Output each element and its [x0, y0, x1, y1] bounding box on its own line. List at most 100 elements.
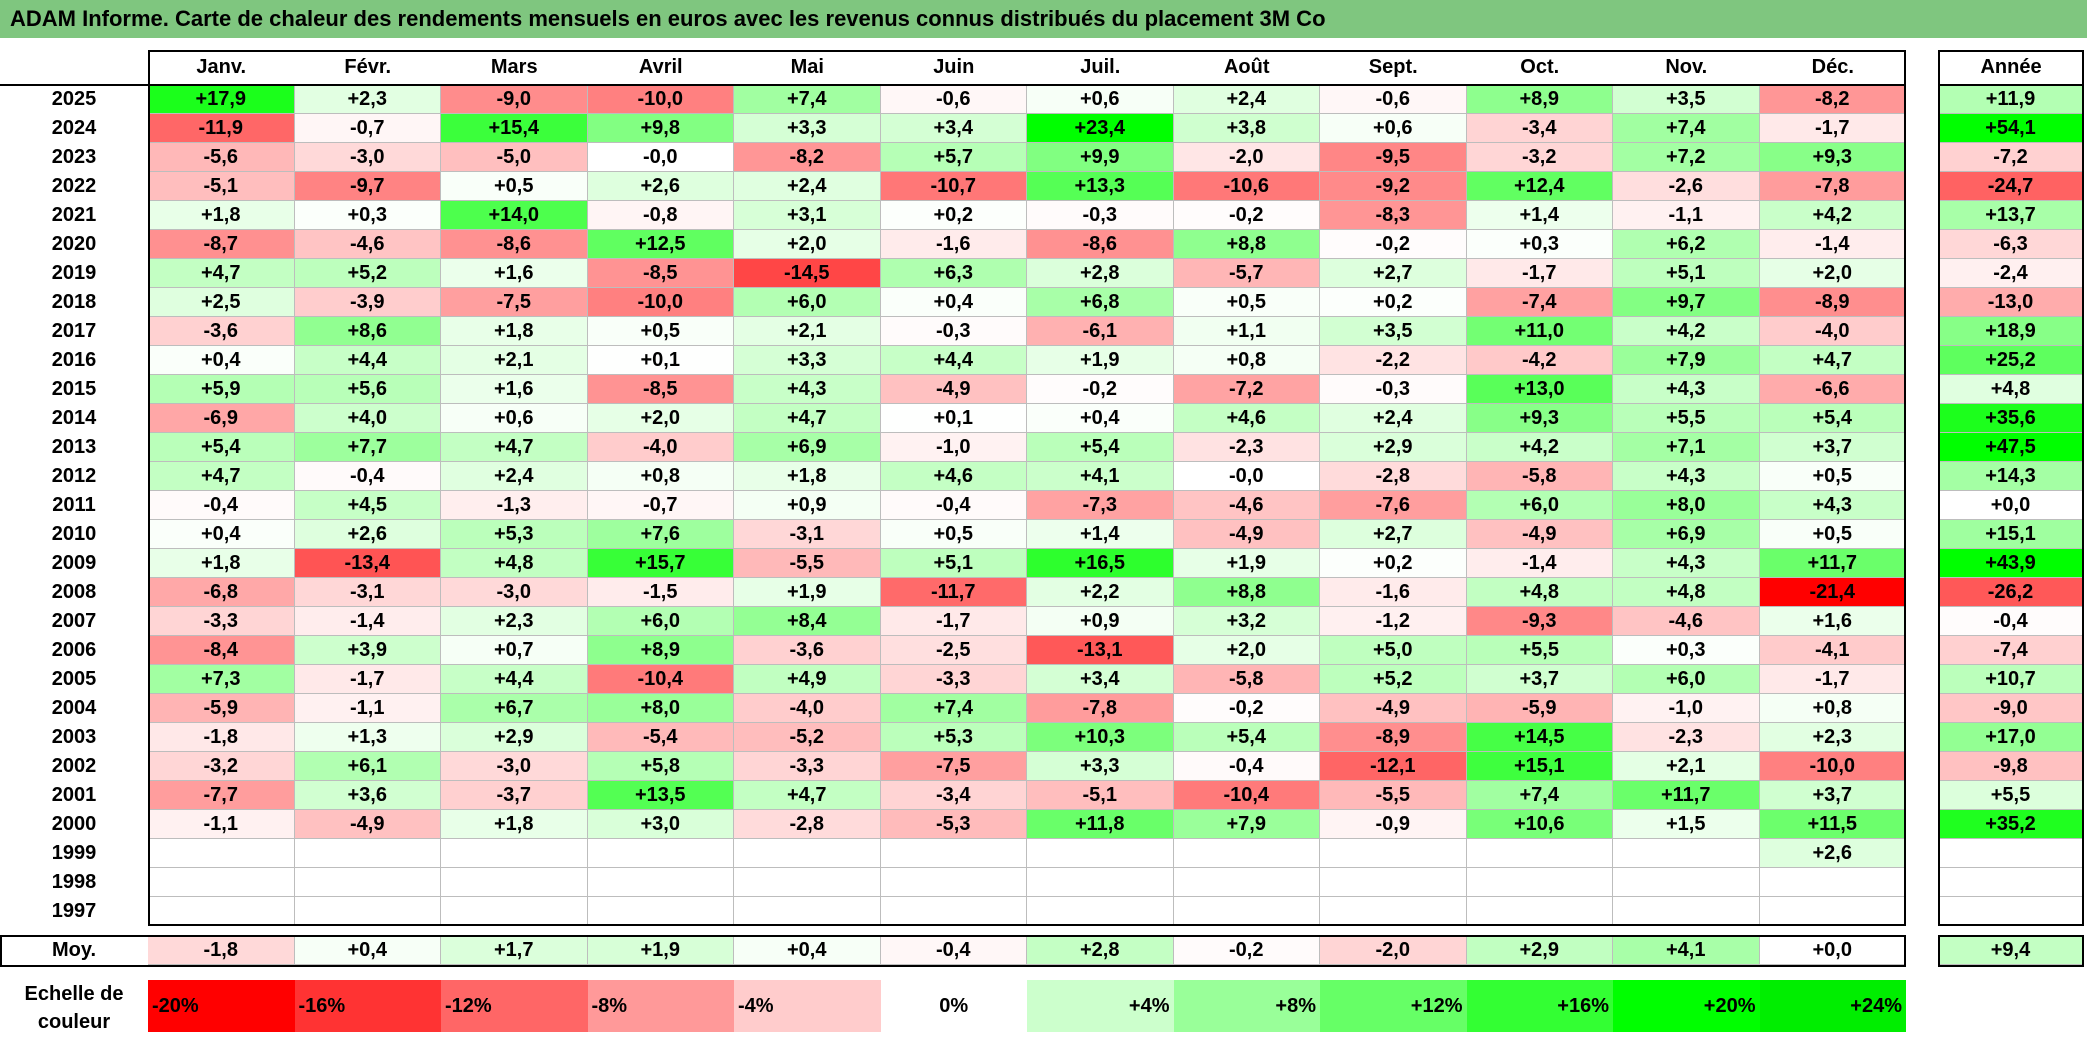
- heatmap-cell: -21,4: [1759, 578, 1906, 607]
- heatmap-cell: -3,4: [880, 781, 1027, 810]
- heatmap-cell: +5,1: [1613, 259, 1760, 288]
- annual-cell: +4,8: [1938, 375, 2084, 404]
- heatmap-cell: -5,6: [148, 143, 295, 172]
- heatmap-cell: +0,4: [1027, 404, 1174, 433]
- heatmap-cell: +11,0: [1466, 317, 1613, 346]
- year-label: 2024: [51, 117, 97, 139]
- heatmap-cell: [1466, 868, 1613, 897]
- heatmap-cell: +5,9: [148, 375, 295, 404]
- heatmap-cell: -3,4: [1466, 114, 1613, 143]
- average-cell: +2,9: [1466, 936, 1613, 965]
- heatmap-cell: -0,4: [148, 491, 295, 520]
- annual-cell: -9,8: [1938, 752, 2084, 781]
- heatmap-cell: +2,1: [1613, 752, 1760, 781]
- month-header: Oct.: [1520, 56, 1560, 78]
- heatmap-cell: -2,3: [1613, 723, 1760, 752]
- heatmap-cell: +4,2: [1759, 201, 1906, 230]
- color-scale-stop: -16%: [294, 980, 441, 1032]
- year-label: 2001: [51, 784, 97, 806]
- average-cell: -1,8: [148, 936, 295, 965]
- annual-cell: +15,1: [1938, 520, 2084, 549]
- heatmap-cell: -1,7: [1759, 114, 1906, 143]
- annual-average-cell: +9,4: [1938, 936, 2084, 965]
- heatmap-cell: +0,5: [1759, 520, 1906, 549]
- heatmap-cell: -2,8: [1320, 462, 1467, 491]
- heatmap-cell: +3,8: [1173, 114, 1320, 143]
- heatmap-cell: +10,6: [1466, 810, 1613, 839]
- annual-cell: +35,6: [1938, 404, 2084, 433]
- heatmap-cell: +3,2: [1173, 607, 1320, 636]
- annual-cell: +43,9: [1938, 549, 2084, 578]
- heatmap-cell: -8,2: [734, 143, 881, 172]
- heatmap-cell: -2,6: [1613, 172, 1760, 201]
- heatmap-cell: +0,3: [1613, 636, 1760, 665]
- heatmap-cell: -1,4: [1466, 549, 1613, 578]
- month-header: Sept.: [1368, 56, 1418, 78]
- heatmap-cell: -4,9: [1173, 520, 1320, 549]
- header-divider: [0, 84, 1906, 86]
- heatmap-cell: -0,2: [1173, 694, 1320, 723]
- heatmap-cell: +0,8: [1173, 346, 1320, 375]
- heatmap-cell: -0,4: [1173, 752, 1320, 781]
- heatmap-cell: [1173, 868, 1320, 897]
- heatmap-cell: +2,9: [1320, 433, 1467, 462]
- color-scale-stop: +24%: [1759, 980, 1906, 1032]
- heatmap-cell: +7,9: [1173, 810, 1320, 839]
- heatmap-cell: +4,9: [734, 665, 881, 694]
- heatmap-cell: +4,7: [1759, 346, 1906, 375]
- annual-header: Année: [1980, 56, 2042, 78]
- heatmap-cell: +5,6: [294, 375, 441, 404]
- heatmap-cell: -5,0: [441, 143, 588, 172]
- average-label: Moy.: [51, 939, 97, 961]
- heatmap-cell: [734, 897, 881, 926]
- annual-cell: +0,0: [1938, 491, 2084, 520]
- heatmap-cell: [734, 868, 881, 897]
- heatmap-cell: +7,9: [1613, 346, 1760, 375]
- heatmap-cell: +3,7: [1759, 433, 1906, 462]
- heatmap-cell: +0,9: [1027, 607, 1174, 636]
- heatmap-cell: +0,5: [880, 520, 1027, 549]
- heatmap-cell: -10,0: [587, 288, 734, 317]
- heatmap-cell: -0,3: [880, 317, 1027, 346]
- heatmap-cell: -0,3: [1320, 375, 1467, 404]
- heatmap-cell: -5,9: [1466, 694, 1613, 723]
- heatmap-cell: -12,1: [1320, 752, 1467, 781]
- annual-cell: +47,5: [1938, 433, 2084, 462]
- heatmap-cell: +5,4: [1027, 433, 1174, 462]
- heatmap-cell: +1,5: [1613, 810, 1760, 839]
- heatmap-cell: +1,8: [441, 810, 588, 839]
- month-header: Juil.: [1080, 56, 1121, 78]
- month-header: Août: [1223, 56, 1270, 78]
- heatmap-cell: +0,6: [1320, 114, 1467, 143]
- heatmap-cell: +0,5: [587, 317, 734, 346]
- heatmap-cell: +2,5: [148, 288, 295, 317]
- heatmap-cell: -1,6: [1320, 578, 1467, 607]
- heatmap-cell: +0,2: [880, 201, 1027, 230]
- heatmap-cell: +6,0: [1466, 491, 1613, 520]
- heatmap-cell: -0,6: [880, 85, 1027, 114]
- heatmap-cell: +1,6: [441, 375, 588, 404]
- annual-cell: -24,7: [1938, 172, 2084, 201]
- heatmap-cell: +3,0: [587, 810, 734, 839]
- heatmap-cell: +0,1: [880, 404, 1027, 433]
- year-label: 2012: [51, 465, 97, 487]
- heatmap-cell: +1,9: [1173, 549, 1320, 578]
- heatmap-cell: +7,4: [1613, 114, 1760, 143]
- heatmap-cell: -1,8: [148, 723, 295, 752]
- heatmap-cell: +1,9: [1027, 346, 1174, 375]
- heatmap-cell: +2,6: [587, 172, 734, 201]
- heatmap-cell: +1,9: [734, 578, 881, 607]
- heatmap-cell: [587, 897, 734, 926]
- heatmap-cell: -3,3: [734, 752, 881, 781]
- heatmap-cell: -1,5: [587, 578, 734, 607]
- heatmap-cell: +4,4: [441, 665, 588, 694]
- heatmap-cell: +5,5: [1466, 636, 1613, 665]
- month-header: Nov.: [1665, 56, 1708, 78]
- heatmap-cell: -7,2: [1173, 375, 1320, 404]
- heatmap-cell: -13,4: [294, 549, 441, 578]
- heatmap-cell: +4,8: [1613, 578, 1760, 607]
- annual-cell: +18,9: [1938, 317, 2084, 346]
- heatmap-cell: -4,9: [880, 375, 1027, 404]
- heatmap-cell: -11,9: [148, 114, 295, 143]
- heatmap-cell: +2,6: [294, 520, 441, 549]
